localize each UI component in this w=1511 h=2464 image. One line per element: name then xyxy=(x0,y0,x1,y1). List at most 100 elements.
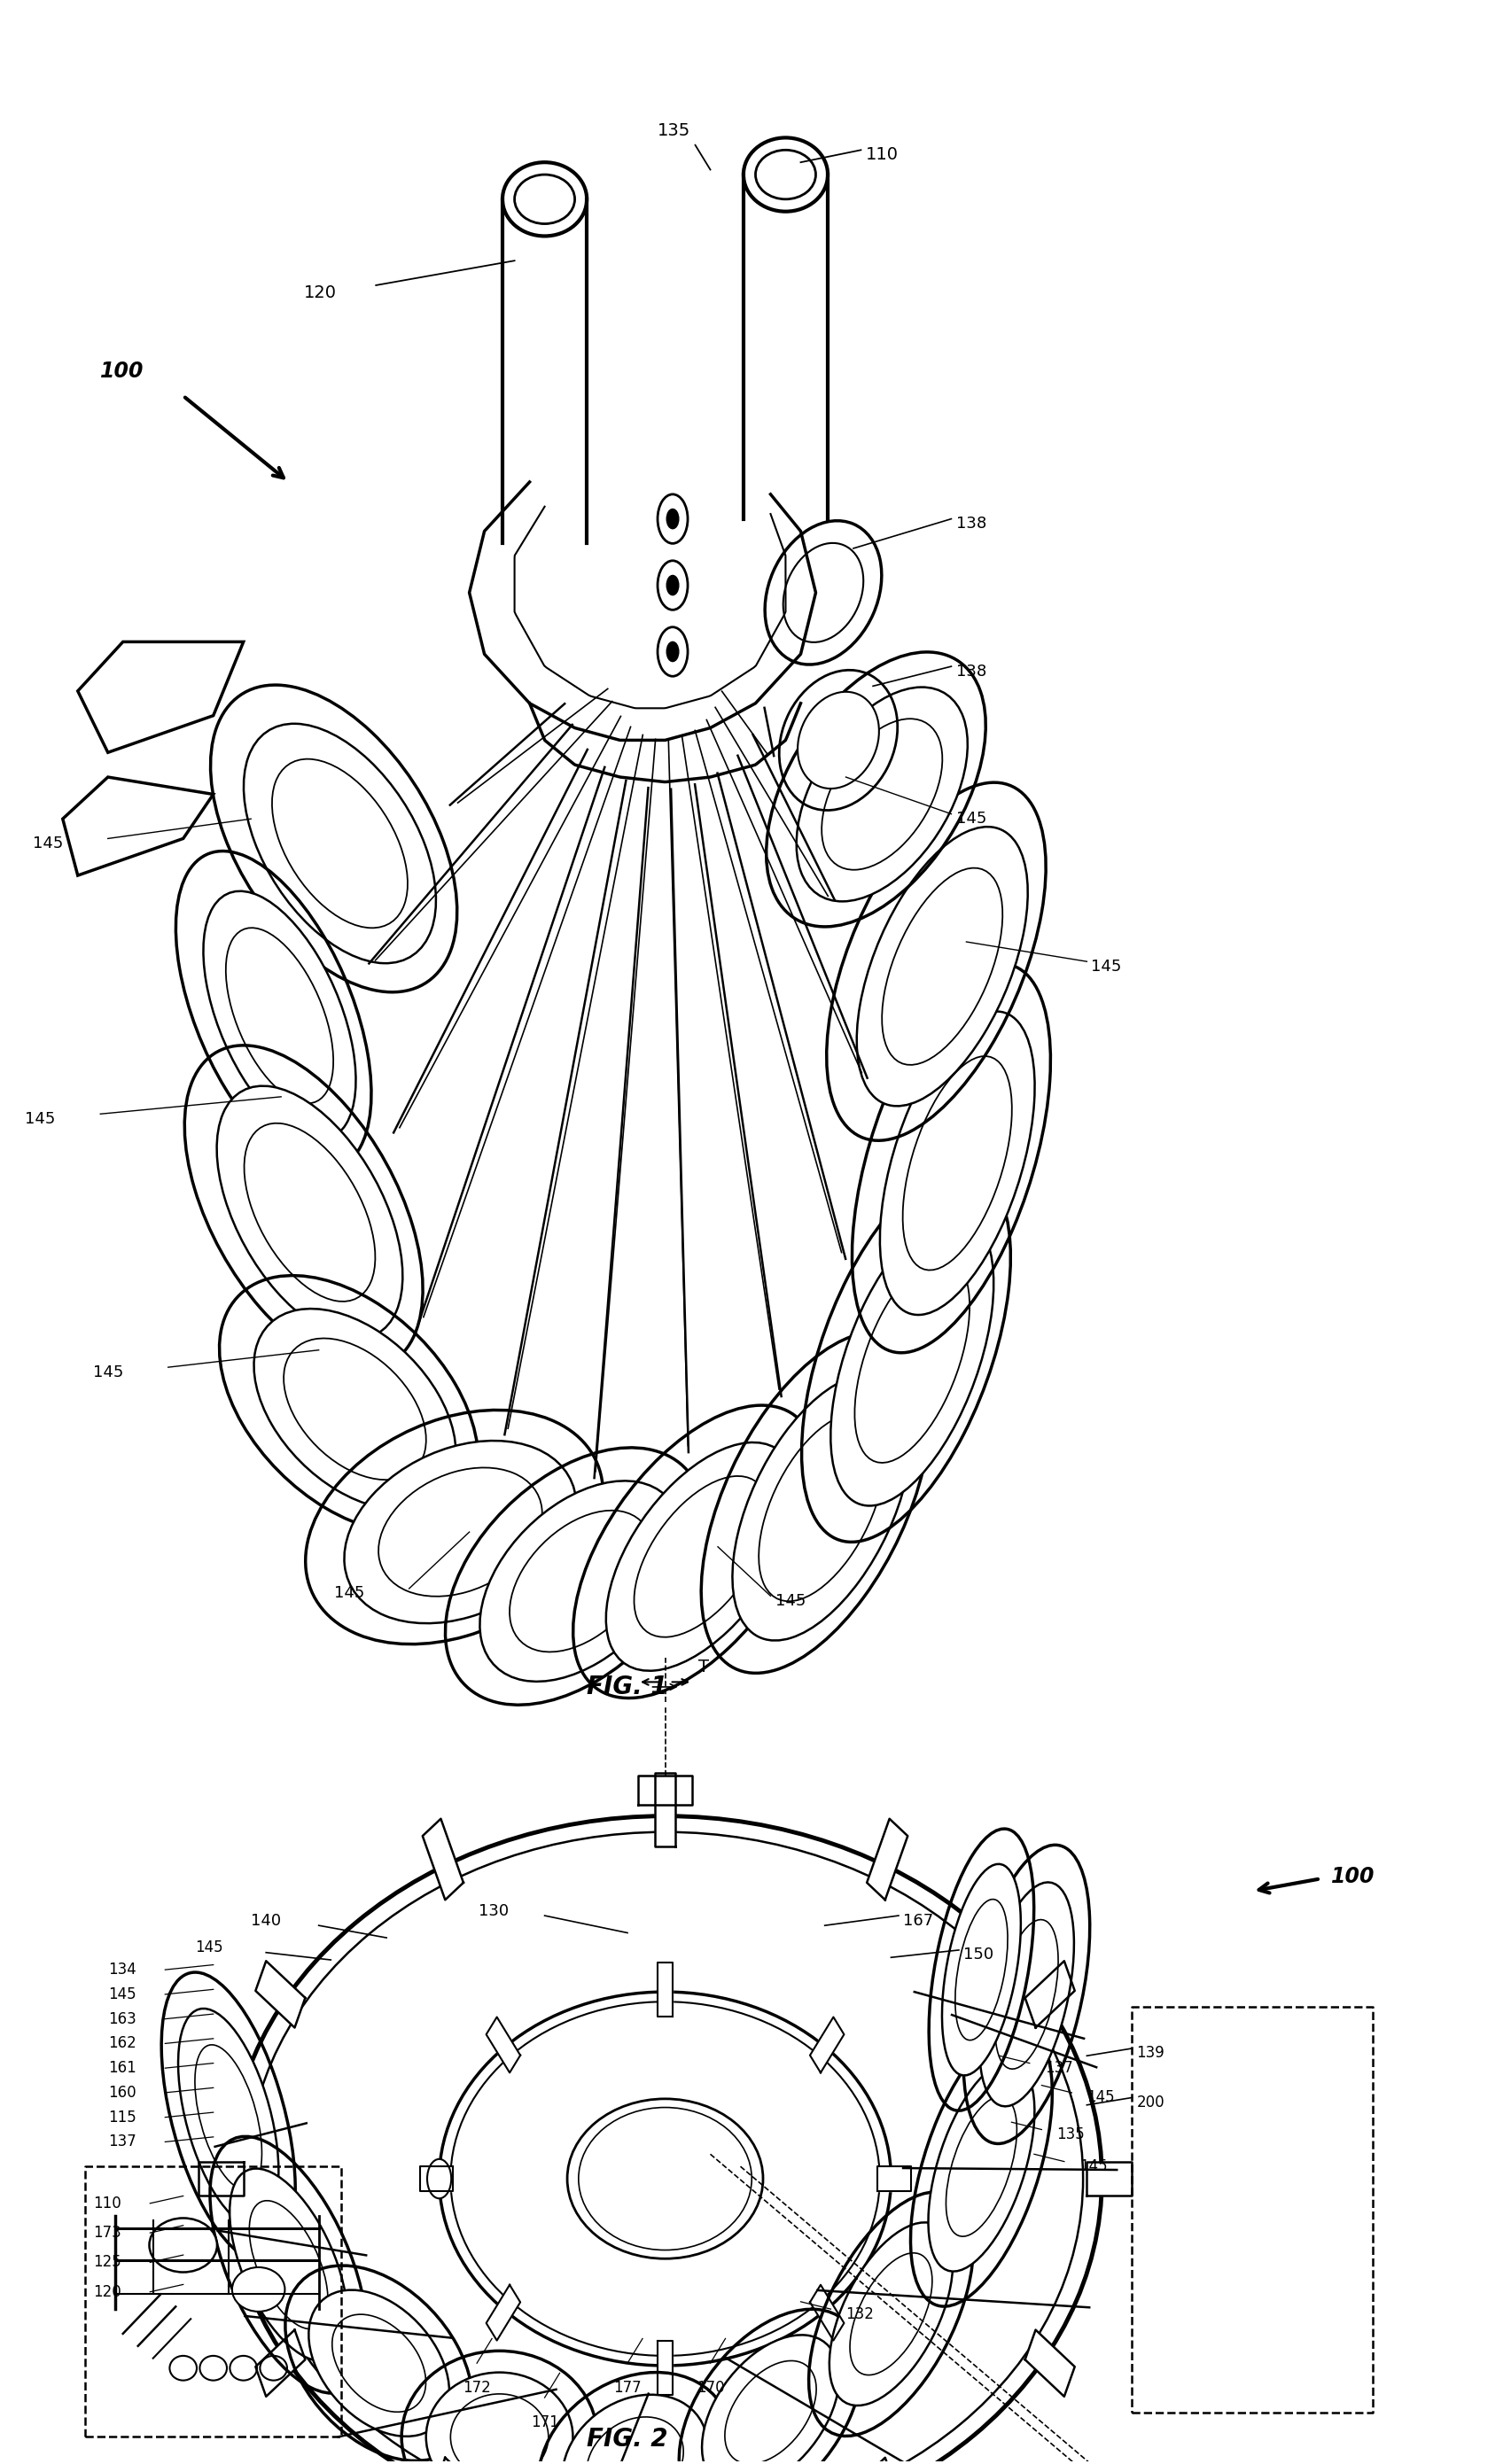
Text: 200: 200 xyxy=(1136,2094,1165,2112)
Ellipse shape xyxy=(230,2168,348,2361)
Text: 173: 173 xyxy=(92,2225,121,2240)
Ellipse shape xyxy=(426,2373,573,2464)
Polygon shape xyxy=(878,2166,911,2190)
Circle shape xyxy=(657,562,688,611)
Polygon shape xyxy=(654,1774,675,1848)
Ellipse shape xyxy=(857,828,1027,1106)
Text: 145: 145 xyxy=(1091,958,1121,973)
Polygon shape xyxy=(255,1961,305,2028)
Polygon shape xyxy=(198,2161,243,2195)
Text: 145: 145 xyxy=(195,1939,224,1956)
Text: 137: 137 xyxy=(107,2134,136,2149)
Circle shape xyxy=(666,577,678,596)
Text: 138: 138 xyxy=(956,663,987,680)
Text: 120: 120 xyxy=(92,2284,121,2299)
Ellipse shape xyxy=(150,2218,218,2272)
Text: 100: 100 xyxy=(1331,1865,1375,1887)
Ellipse shape xyxy=(233,2267,286,2311)
Text: 150: 150 xyxy=(964,1947,994,1964)
Text: 110: 110 xyxy=(866,145,898,163)
Ellipse shape xyxy=(562,2395,707,2464)
Polygon shape xyxy=(867,1818,908,1900)
Ellipse shape xyxy=(756,150,816,200)
Text: 160: 160 xyxy=(107,2085,136,2102)
Ellipse shape xyxy=(243,724,437,963)
Ellipse shape xyxy=(796,687,967,902)
Polygon shape xyxy=(657,2341,672,2395)
Text: 161: 161 xyxy=(107,2060,136,2077)
Text: 138: 138 xyxy=(956,515,987,532)
Ellipse shape xyxy=(204,892,355,1141)
Polygon shape xyxy=(420,2166,453,2190)
Text: FIG. 2: FIG. 2 xyxy=(586,2427,668,2452)
Polygon shape xyxy=(810,2018,845,2072)
Ellipse shape xyxy=(783,542,863,643)
Polygon shape xyxy=(1024,1961,1074,2028)
Text: 177: 177 xyxy=(613,2380,642,2395)
Ellipse shape xyxy=(798,692,879,788)
Text: 140: 140 xyxy=(251,1912,281,1929)
Polygon shape xyxy=(423,1818,464,1900)
Ellipse shape xyxy=(703,2336,839,2464)
Circle shape xyxy=(657,626,688,675)
Polygon shape xyxy=(62,776,213,875)
Text: 145: 145 xyxy=(1079,2158,1108,2173)
Text: 135: 135 xyxy=(1056,2126,1085,2144)
Polygon shape xyxy=(1024,2331,1074,2397)
Ellipse shape xyxy=(733,1375,911,1641)
Text: 139: 139 xyxy=(1136,2045,1165,2062)
Text: 145: 145 xyxy=(334,1584,364,1602)
Text: 125: 125 xyxy=(92,2255,121,2269)
Text: 163: 163 xyxy=(107,2011,136,2028)
Text: 162: 162 xyxy=(107,2035,136,2053)
Text: 115: 115 xyxy=(107,2109,136,2126)
Ellipse shape xyxy=(941,1865,1021,2075)
Polygon shape xyxy=(487,2284,520,2341)
Ellipse shape xyxy=(979,1882,1074,2107)
Polygon shape xyxy=(423,2457,464,2464)
Polygon shape xyxy=(487,2018,520,2072)
Text: 130: 130 xyxy=(479,1902,509,1919)
Ellipse shape xyxy=(606,1441,796,1671)
Polygon shape xyxy=(1086,2161,1132,2195)
Text: 100: 100 xyxy=(100,360,144,382)
Polygon shape xyxy=(867,2457,908,2464)
Text: 110: 110 xyxy=(92,2195,121,2210)
Text: 135: 135 xyxy=(657,121,691,138)
Polygon shape xyxy=(255,2331,305,2397)
Circle shape xyxy=(657,495,688,545)
Text: 145: 145 xyxy=(956,811,987,828)
Ellipse shape xyxy=(830,2223,953,2405)
Text: 120: 120 xyxy=(304,283,337,301)
Text: 145: 145 xyxy=(107,1986,136,2003)
Circle shape xyxy=(666,641,678,660)
Text: 145: 145 xyxy=(26,1111,56,1126)
Ellipse shape xyxy=(308,2289,449,2437)
Ellipse shape xyxy=(831,1215,994,1506)
Ellipse shape xyxy=(928,2062,1035,2272)
Ellipse shape xyxy=(515,175,574,224)
Ellipse shape xyxy=(879,1010,1035,1316)
Text: 145: 145 xyxy=(33,835,63,853)
Text: 170: 170 xyxy=(697,2380,724,2395)
Text: FIG. 1: FIG. 1 xyxy=(586,1676,668,1700)
Text: T: T xyxy=(698,1658,709,1676)
Ellipse shape xyxy=(345,1441,576,1624)
Polygon shape xyxy=(810,2284,845,2341)
Ellipse shape xyxy=(178,2008,278,2225)
Polygon shape xyxy=(77,641,243,752)
Polygon shape xyxy=(657,1961,672,2016)
Ellipse shape xyxy=(216,1087,402,1338)
Text: 137: 137 xyxy=(1044,2060,1073,2077)
Circle shape xyxy=(666,510,678,530)
Text: 134: 134 xyxy=(107,1961,136,1979)
Polygon shape xyxy=(638,1777,692,1806)
Text: 145: 145 xyxy=(1086,2089,1115,2107)
Text: 167: 167 xyxy=(904,1912,934,1929)
Ellipse shape xyxy=(480,1481,681,1680)
Ellipse shape xyxy=(254,1308,456,1510)
Text: 172: 172 xyxy=(462,2380,491,2395)
Text: 132: 132 xyxy=(846,2306,873,2321)
Text: 145: 145 xyxy=(92,1365,124,1380)
Text: 145: 145 xyxy=(775,1592,805,1609)
